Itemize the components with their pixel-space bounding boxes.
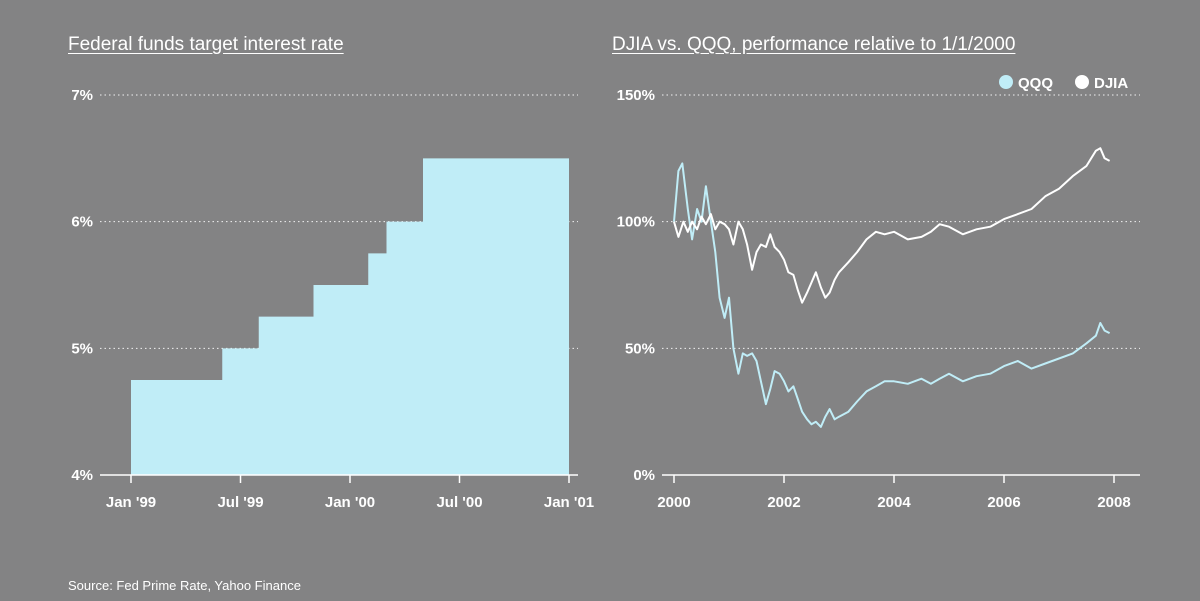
fed-y-tick-label: 5% [71, 340, 93, 357]
fed-x-tick-label: Jan '01 [544, 494, 594, 511]
perf-x-tick-label: 2000 [657, 494, 690, 511]
performance-chart-title: DJIA vs. QQQ, performance relative to 1/… [612, 34, 1016, 55]
legend-swatch-djia [1075, 75, 1089, 89]
fed-chart-title: Federal funds target interest rate [68, 34, 344, 55]
perf-y-tick-label: 50% [625, 340, 655, 357]
perf-y-tick-label: 150% [617, 87, 655, 104]
perf-x-tick-label: 2006 [987, 494, 1020, 511]
source-note: Source: Fed Prime Rate, Yahoo Finance [68, 578, 301, 593]
perf-x-tick-label: 2004 [877, 494, 911, 511]
fed-rate-area [131, 158, 569, 476]
fed-x-tick-label: Jan '00 [325, 494, 375, 511]
perf-x-tick-label: 2002 [767, 494, 800, 511]
series-line-djia [673, 147, 1111, 304]
fed-x-tick-label: Jan '99 [106, 494, 156, 511]
legend-label-djia: DJIA [1094, 75, 1128, 92]
legend-label-qqq: QQQ [1018, 75, 1053, 92]
perf-x-tick-label: 2008 [1097, 494, 1130, 511]
fed-x-tick-label: Jul '00 [436, 494, 482, 511]
legend-swatch-qqq [999, 75, 1013, 89]
fed-x-tick-label: Jul '99 [217, 494, 263, 511]
fed-y-tick-label: 4% [71, 467, 93, 484]
perf-y-tick-label: 100% [617, 214, 655, 231]
fed-y-tick-label: 7% [71, 87, 93, 104]
perf-y-tick-label: 0% [633, 467, 655, 484]
fed-y-tick-label: 6% [71, 214, 93, 231]
series-line-qqq [673, 162, 1111, 428]
